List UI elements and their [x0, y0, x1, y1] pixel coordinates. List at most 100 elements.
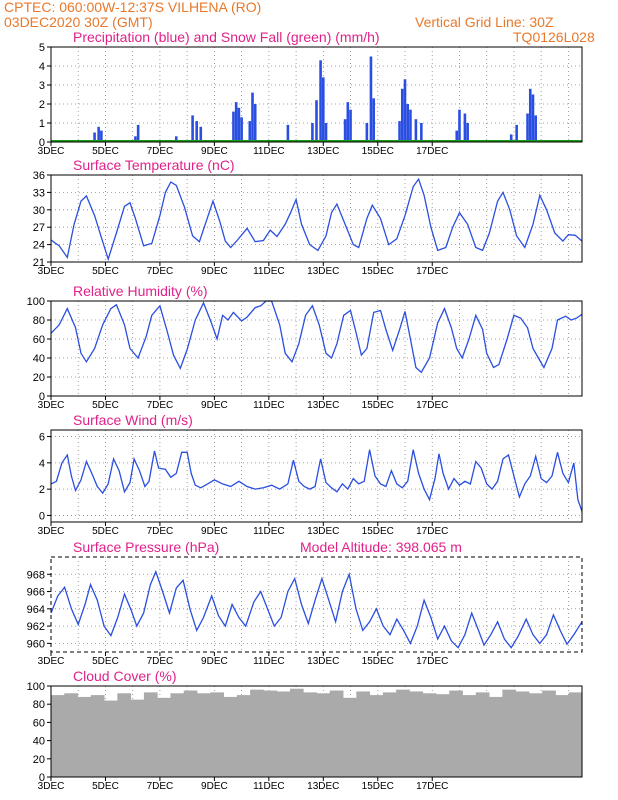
y-tick-label: 960 [27, 638, 45, 650]
cloud-cover-bar [104, 700, 118, 777]
cloud-cover-bar [568, 692, 583, 777]
x-tick-label: 9DEC [201, 146, 228, 157]
cloud-cover-bar [263, 690, 278, 777]
precip-bar [349, 109, 352, 142]
precip-bar [528, 88, 532, 142]
x-tick-label: 9DEC [201, 266, 228, 277]
y-tick-label: 5 [39, 42, 45, 54]
header-code: TQ0126L028 [513, 29, 595, 45]
precip-bar [253, 104, 257, 142]
precip-bar [93, 132, 96, 142]
cloud-cover-bar [77, 696, 92, 777]
x-tick-label: 17DEC [416, 146, 448, 157]
precip-bar [466, 123, 469, 142]
y-tick-label: 36 [33, 170, 45, 182]
header-grid-note: Vertical Grid Line: 30Z [415, 14, 554, 30]
precip-bar [400, 88, 404, 142]
y-tick-label: 6 [39, 432, 45, 444]
x-tick-label: 15DEC [362, 526, 394, 537]
panel-title: Cloud Cover (%) [73, 668, 176, 684]
panel-title: Surface Pressure (hPa) [73, 539, 219, 555]
precip-bar [97, 126, 100, 142]
x-tick-label: 15DEC [362, 266, 394, 277]
x-tick-label: 13DEC [307, 266, 339, 277]
cloud-cover-bar [489, 696, 503, 777]
series-line [50, 177, 583, 262]
precip-bar [232, 111, 235, 142]
y-tick-label: 80 [33, 699, 45, 711]
precip-bar [534, 115, 538, 142]
y-tick-label: 2 [39, 99, 45, 111]
plot-frame [50, 174, 583, 263]
y-tick-label: 966 [27, 587, 45, 599]
x-tick-label: 3DEC [38, 781, 65, 792]
cloud-cover-bar [409, 691, 424, 777]
precip-bar [369, 56, 373, 142]
x-tick-label: 11DEC [253, 526, 285, 537]
series-line [50, 449, 583, 512]
precip-bar [365, 123, 369, 142]
x-tick-label: 3DEC [38, 146, 65, 157]
x-tick-label: 11DEC [253, 400, 285, 411]
x-tick-label: 7DEC [147, 656, 174, 667]
cloud-cover-bar [90, 695, 105, 777]
x-tick-label: 5DEC [92, 656, 119, 667]
cloud-cover-bar [236, 695, 251, 777]
cloud-cover-bar [117, 693, 132, 777]
precip-bar [286, 124, 290, 142]
x-tick-label: 5DEC [92, 266, 119, 277]
x-tick-label: 13DEC [307, 656, 339, 667]
cloud-cover-bar [170, 693, 185, 777]
cloud-cover-bar [555, 695, 570, 777]
precip-bar [237, 107, 241, 142]
y-tick-label: 30 [33, 205, 45, 217]
cloud-cover-bar [143, 692, 158, 777]
x-tick-label: 17DEC [416, 400, 448, 411]
precip-bar [315, 100, 318, 142]
precip-bar [251, 92, 254, 142]
y-tick-label: 33 [33, 187, 45, 199]
cloud-cover-bar [250, 689, 264, 777]
x-tick-label: 5DEC [92, 526, 119, 537]
y-tick-label: 60 [33, 334, 45, 346]
x-tick-label: 17DEC [416, 656, 448, 667]
x-tick-label: 17DEC [416, 266, 448, 277]
cloud-cover-bar [303, 692, 317, 777]
cloud-cover-bar [130, 699, 145, 777]
precip-bar [420, 123, 423, 142]
panel-title: Precipitation (blue) and Snow Fall (gree… [73, 29, 380, 45]
precip-bar [414, 119, 418, 142]
x-tick-label: 11DEC [253, 266, 285, 277]
cloud-cover-bar [542, 690, 556, 777]
precip-bar [240, 117, 243, 142]
x-tick-label: 17DEC [416, 781, 448, 792]
cloud-cover-bar [449, 690, 463, 777]
y-tick-label: 80 [33, 315, 45, 327]
cloud-cover-bar [396, 689, 410, 777]
x-tick-label: 9DEC [201, 656, 228, 667]
y-tick-label: 964 [27, 604, 45, 616]
panel-title: Surface Temperature (nC) [73, 157, 235, 173]
y-tick-label: 20 [33, 372, 45, 384]
precip-bar [324, 123, 328, 142]
precip-bar [463, 113, 467, 142]
x-tick-label: 3DEC [38, 400, 65, 411]
plot-frame [50, 429, 583, 523]
precip-bar [526, 113, 529, 142]
precip-bar [319, 60, 322, 142]
panel-annotation: Model Altitude: 398.065 m [300, 539, 462, 555]
plot-frame [50, 556, 583, 653]
y-tick-label: 100 [27, 296, 45, 308]
precip-bar [136, 124, 140, 142]
y-tick-label: 4 [39, 458, 45, 470]
precip-bar [455, 130, 459, 142]
y-tick-label: 21 [33, 257, 45, 269]
cloud-cover-bar [528, 693, 543, 777]
precip-bar [515, 124, 518, 142]
x-tick-label: 11DEC [253, 146, 285, 157]
x-tick-label: 9DEC [201, 781, 228, 792]
y-tick-label: 100 [27, 681, 45, 693]
precip-bar [406, 104, 410, 142]
x-tick-label: 5DEC [92, 146, 119, 157]
x-tick-label: 13DEC [307, 146, 339, 157]
